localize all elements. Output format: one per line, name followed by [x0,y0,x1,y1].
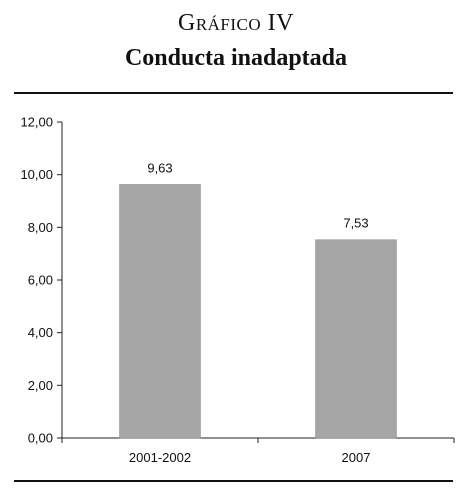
y-tick-label: 12,00 [20,115,53,130]
bar [119,184,201,439]
bar-value-label: 9,63 [147,160,172,175]
y-tick-label: 6,00 [28,273,53,288]
chart-number: Gráfico IV [177,10,294,36]
y-tick-label: 4,00 [28,325,53,340]
y-tick-label: 10,00 [20,167,53,182]
chart-title: Conducta inadaptada [124,45,348,71]
bar [315,239,397,439]
bar-value-label: 7,53 [343,216,368,231]
x-category-label: 2007 [342,450,371,465]
x-category-label: 2001-2002 [129,450,191,465]
y-tick-label: 0,00 [28,431,53,446]
y-tick-label: 8,00 [28,220,53,235]
top-rule [14,92,453,94]
bottom-rule [14,480,453,482]
y-tick-label: 2,00 [28,378,53,393]
